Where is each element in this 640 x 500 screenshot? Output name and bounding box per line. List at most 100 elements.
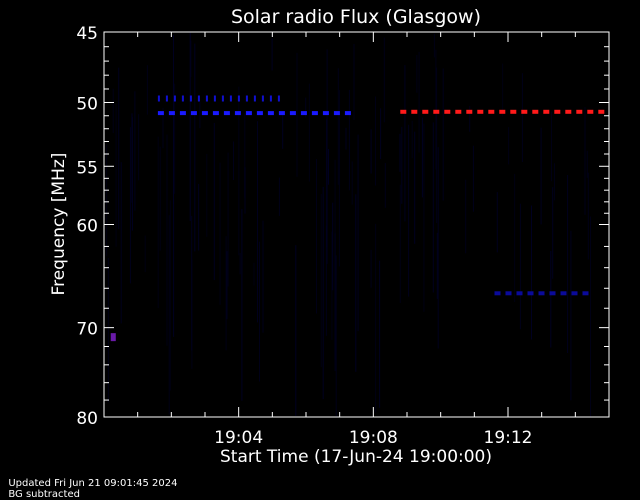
emission-tick xyxy=(157,95,160,102)
noise-streak xyxy=(334,159,336,360)
emission-segment xyxy=(422,109,429,114)
noise-streak xyxy=(416,55,418,93)
noise-streak xyxy=(433,33,435,58)
noise-streak xyxy=(554,163,555,201)
noise-streak xyxy=(173,34,174,205)
noise-streak xyxy=(379,260,381,408)
emission-segment xyxy=(234,111,241,116)
emission-tick xyxy=(173,95,176,102)
noise-streak xyxy=(338,90,340,267)
emission-segment xyxy=(245,111,252,116)
emission-tick xyxy=(269,95,272,102)
noise-streak xyxy=(332,202,334,291)
noise-streak xyxy=(550,251,552,348)
noise-streak xyxy=(551,111,552,182)
noise-streak xyxy=(174,83,176,194)
noise-streak xyxy=(414,131,416,244)
noise-streak xyxy=(370,249,372,288)
emission-segment xyxy=(400,109,407,114)
noise-streak xyxy=(129,127,131,284)
noise-streak xyxy=(282,112,284,149)
noise-streak xyxy=(335,255,337,417)
emission-segment xyxy=(543,109,550,114)
emission-features xyxy=(110,95,605,342)
emission-segment xyxy=(333,111,340,116)
noise-streak xyxy=(169,200,171,391)
noise-streak xyxy=(436,232,438,299)
noise-streak xyxy=(567,175,569,353)
emission-segment xyxy=(565,109,572,114)
noise-streak xyxy=(383,37,385,123)
x-tick-label: 19:04 xyxy=(214,428,263,448)
noise-streak xyxy=(348,89,350,191)
noise-streak xyxy=(238,86,240,256)
noise-streak xyxy=(262,220,264,333)
noise-streak xyxy=(199,102,201,129)
noise-streak xyxy=(552,187,554,279)
noise-streak xyxy=(399,184,401,303)
emission-segment xyxy=(433,109,440,114)
emission-segment xyxy=(223,111,230,116)
noise-streak xyxy=(168,215,170,415)
noise-streak xyxy=(496,192,498,253)
emission-tick xyxy=(197,95,200,102)
x-axis: 19:04 19:08 19:12 xyxy=(137,32,576,448)
emission-segment xyxy=(587,109,594,114)
emission-segment xyxy=(300,111,307,116)
noise-streak xyxy=(411,120,413,159)
noise-streak xyxy=(189,32,191,222)
noise-streak xyxy=(521,73,523,162)
noise-streak xyxy=(326,49,328,264)
noise-streak xyxy=(325,225,327,336)
emission-segment xyxy=(532,109,539,114)
emission-segment xyxy=(344,111,351,116)
noise-streak xyxy=(241,209,243,401)
y-tick-label: 70 xyxy=(76,320,98,340)
noise-streak xyxy=(435,49,437,170)
emission-segment xyxy=(576,109,583,114)
noise-streak xyxy=(570,230,572,401)
x-axis-label: Start Time (17-Jun-24 19:00:00) xyxy=(220,447,492,467)
noise-streak xyxy=(225,236,227,351)
emission-tick xyxy=(165,95,168,102)
emission-tick xyxy=(237,95,240,102)
noise-streak xyxy=(436,67,438,223)
noise-streak xyxy=(408,124,410,297)
emission-segment xyxy=(411,109,418,114)
noise-streak xyxy=(112,88,114,134)
noise-streak xyxy=(159,146,161,251)
noise-streak xyxy=(206,153,208,237)
emission-segment xyxy=(212,111,219,116)
noise-streak xyxy=(157,136,159,309)
emission-tick xyxy=(181,95,184,102)
spectrogram-chart: 45 50 55 60 70 80 19:04 19:08 19:12 Solar radio… xyxy=(49,6,610,467)
bg-note: BG subtracted xyxy=(8,489,80,500)
noise-streak xyxy=(437,147,439,349)
noise-streak xyxy=(162,107,164,149)
y-tick-label: 80 xyxy=(76,409,98,429)
noise-streak xyxy=(587,172,589,260)
noise-streak xyxy=(144,235,146,273)
noise-streak xyxy=(134,91,136,211)
emission-tick xyxy=(221,95,224,102)
noise-streak xyxy=(357,134,359,332)
noise-streak xyxy=(226,251,228,320)
emission-segment xyxy=(538,291,545,296)
noise-streak xyxy=(244,167,246,214)
noise-streak xyxy=(328,158,329,183)
noise-streak xyxy=(465,179,467,254)
emission-tick xyxy=(189,95,192,102)
x-tick-label: 19:12 xyxy=(484,428,533,448)
noise-streak xyxy=(586,150,588,178)
noise-streak xyxy=(253,262,255,286)
emission-segment xyxy=(549,291,556,296)
emission-segment xyxy=(466,109,473,114)
noise-streak xyxy=(190,40,192,77)
emission-segment xyxy=(554,109,561,114)
emission-segment xyxy=(510,109,517,114)
noise-streak xyxy=(531,205,532,340)
noise-streak xyxy=(353,44,355,120)
emission-blob xyxy=(110,333,116,342)
emission-segment xyxy=(527,291,534,296)
emission-tick xyxy=(213,95,216,102)
